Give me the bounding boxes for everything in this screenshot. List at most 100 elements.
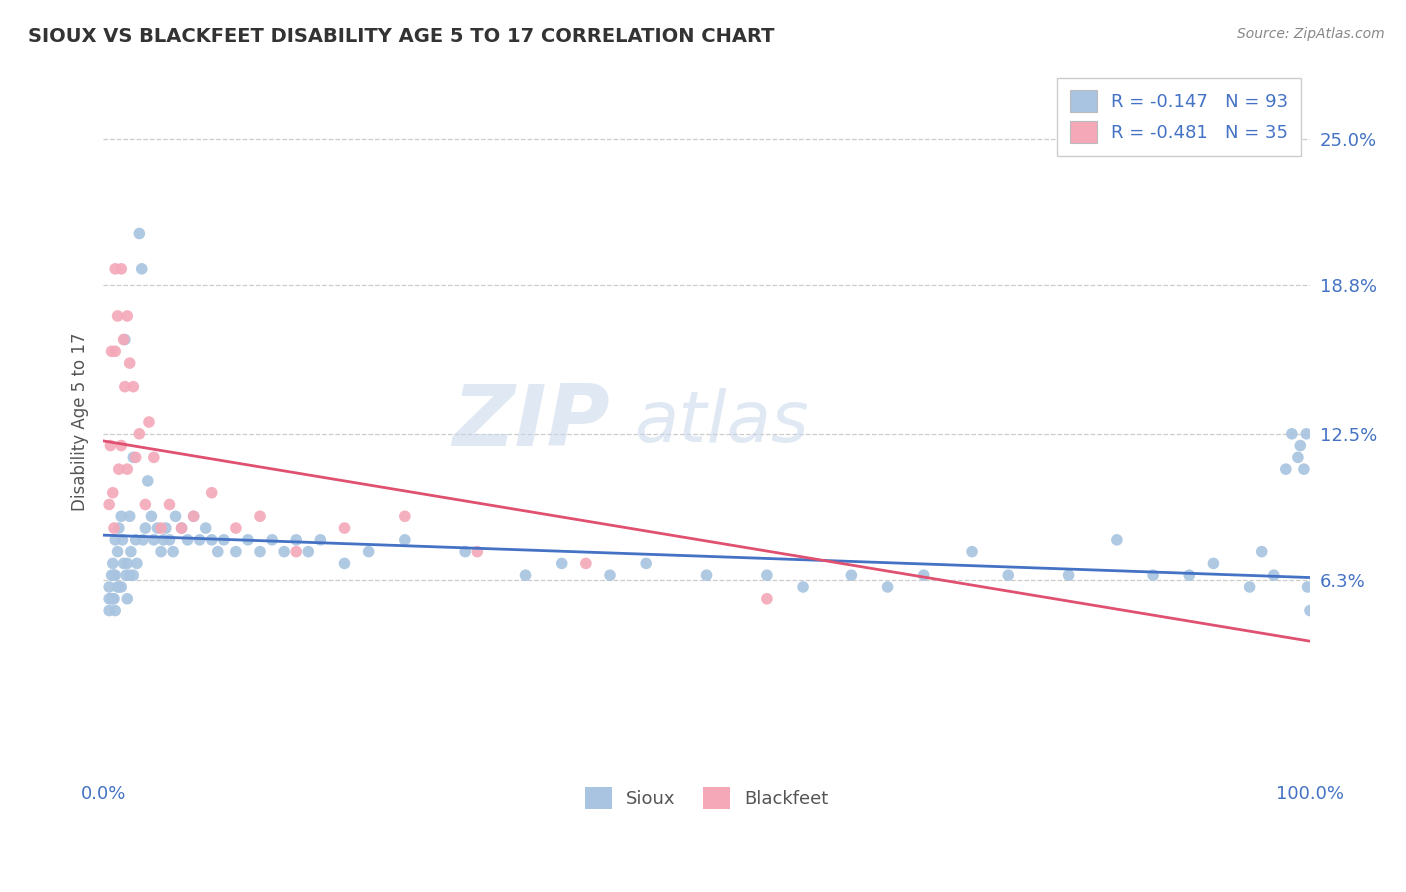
Point [696,568,718,582]
Point [194,521,217,535]
Point [1275,462,1298,476]
Point [1105,533,1128,547]
Point [98,580,121,594]
Point [333,521,356,535]
Point [285,533,308,547]
Point [1202,557,1225,571]
Point [125,533,148,547]
Point [118,568,141,582]
Legend: Sioux, Blackfeet: Sioux, Blackfeet [578,780,835,816]
Point [207,544,229,558]
Point [575,557,598,571]
Point [98,439,121,453]
Point [107,309,129,323]
Point [131,261,153,276]
Point [394,509,416,524]
Point [1281,426,1303,441]
Text: Source: ZipAtlas.com: Source: ZipAtlas.com [1237,27,1385,41]
Point [104,261,127,276]
Point [103,521,125,535]
Point [212,533,235,547]
Point [104,603,127,617]
Point [912,568,935,582]
Point [128,426,150,441]
Point [515,568,537,582]
Point [465,544,488,558]
Point [551,557,574,571]
Point [98,603,121,617]
Point [1250,544,1272,558]
Point [1289,439,1312,453]
Point [159,498,181,512]
Point [454,544,477,558]
Point [183,509,205,524]
Point [262,533,284,547]
Point [599,568,621,582]
Point [122,450,145,465]
Point [136,474,159,488]
Point [152,533,174,547]
Point [142,450,165,465]
Point [170,521,193,535]
Point [249,544,271,558]
Point [128,227,150,241]
Point [115,568,138,582]
Point [141,509,163,524]
Point [134,498,156,512]
Point [150,521,173,535]
Point [146,521,169,535]
Point [357,544,380,558]
Point [125,557,148,571]
Point [1142,568,1164,582]
Point [100,591,122,606]
Point [225,544,247,558]
Point [101,557,124,571]
Point [1295,426,1317,441]
Point [1239,580,1261,594]
Point [122,379,145,393]
Point [755,568,778,582]
Point [183,509,205,524]
Point [142,533,165,547]
Point [394,533,416,547]
Point [100,344,122,359]
Point [273,544,295,558]
Point [876,580,898,594]
Point [1178,568,1201,582]
Point [104,344,127,359]
Point [110,509,132,524]
Point [108,521,131,535]
Text: atlas: atlas [634,387,808,457]
Point [117,462,139,476]
Point [138,415,160,429]
Point [792,580,814,594]
Point [188,533,211,547]
Point [1286,450,1309,465]
Point [841,568,863,582]
Point [132,533,155,547]
Point [122,568,145,582]
Point [176,533,198,547]
Point [114,379,136,393]
Point [110,261,132,276]
Point [225,521,247,535]
Point [118,356,141,370]
Point [636,557,658,571]
Point [960,544,983,558]
Point [100,568,122,582]
Point [104,568,127,582]
Point [108,462,131,476]
Y-axis label: Disability Age 5 to 17: Disability Age 5 to 17 [72,333,89,511]
Point [1292,462,1315,476]
Point [110,580,132,594]
Point [201,533,224,547]
Point [114,333,136,347]
Point [155,521,177,535]
Point [108,580,131,594]
Point [112,557,135,571]
Point [165,509,187,524]
Point [103,568,125,582]
Point [150,544,173,558]
Point [297,544,319,558]
Point [309,533,332,547]
